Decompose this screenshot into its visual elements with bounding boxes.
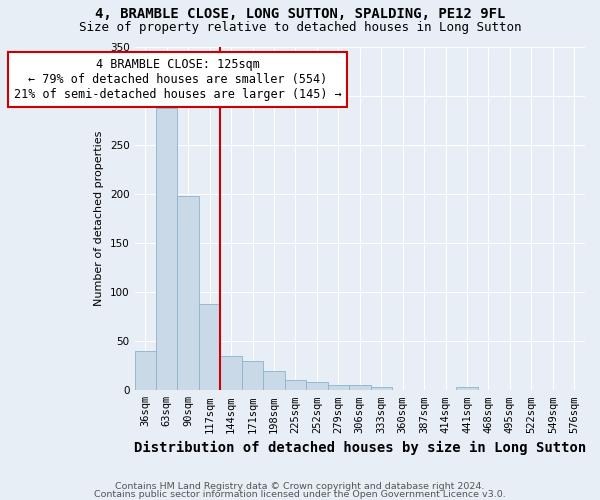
Text: Size of property relative to detached houses in Long Sutton: Size of property relative to detached ho… — [79, 21, 521, 34]
Bar — [156, 108, 178, 390]
Bar — [263, 372, 285, 390]
Bar — [134, 351, 156, 390]
Bar — [242, 360, 263, 390]
Text: 4 BRAMBLE CLOSE: 125sqm
← 79% of detached houses are smaller (554)
21% of semi-d: 4 BRAMBLE CLOSE: 125sqm ← 79% of detache… — [14, 58, 341, 102]
Y-axis label: Number of detached properties: Number of detached properties — [94, 130, 104, 306]
X-axis label: Distribution of detached houses by size in Long Sutton: Distribution of detached houses by size … — [134, 441, 586, 455]
Bar — [220, 356, 242, 390]
Bar — [285, 380, 306, 390]
Text: Contains public sector information licensed under the Open Government Licence v3: Contains public sector information licen… — [94, 490, 506, 499]
Bar — [306, 382, 328, 390]
Bar — [457, 387, 478, 390]
Bar — [199, 304, 220, 390]
Bar — [178, 196, 199, 390]
Bar — [371, 387, 392, 390]
Bar — [328, 385, 349, 390]
Text: 4, BRAMBLE CLOSE, LONG SUTTON, SPALDING, PE12 9FL: 4, BRAMBLE CLOSE, LONG SUTTON, SPALDING,… — [95, 8, 505, 22]
Bar — [349, 385, 371, 390]
Text: Contains HM Land Registry data © Crown copyright and database right 2024.: Contains HM Land Registry data © Crown c… — [115, 482, 485, 491]
